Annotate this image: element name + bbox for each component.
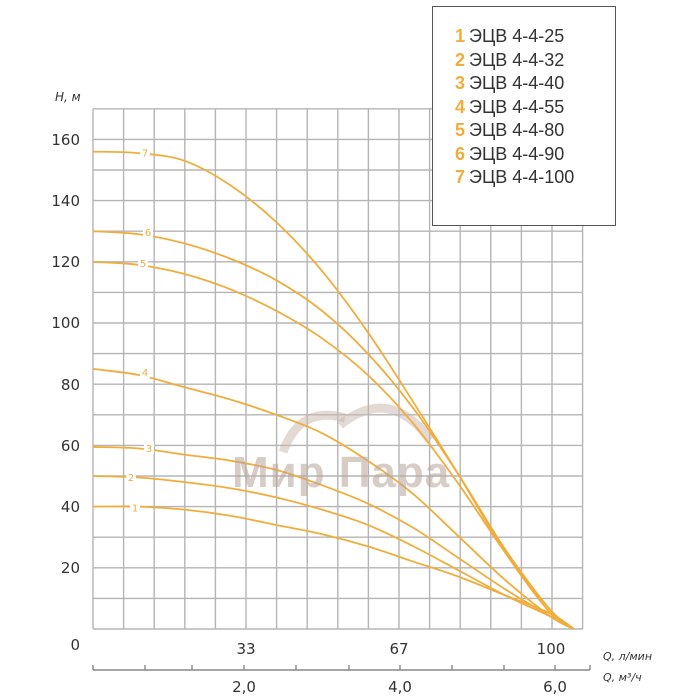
curve-label-4: 4 <box>142 368 148 379</box>
y-tick-100: 100 <box>51 314 80 332</box>
y-tick-80: 80 <box>60 376 80 394</box>
legend-item-2: 2 ЭЦВ 4-4-32 <box>455 49 565 70</box>
y-tick-60: 60 <box>60 437 80 455</box>
watermark-text: Мир Пара <box>232 448 451 497</box>
curve-label-3: 3 <box>146 444 152 455</box>
legend-item-1: 1 ЭЦВ 4-4-25 <box>455 26 565 46</box>
curve-label-6: 6 <box>145 228 151 239</box>
x-tick-2-0: 2,0 <box>232 678 256 696</box>
y-tick-40: 40 <box>60 498 80 516</box>
y-tick-0: 0 <box>70 636 80 654</box>
x-tick-4-0: 4,0 <box>388 678 412 696</box>
y-tick-20: 20 <box>60 559 80 577</box>
curve-label-5: 5 <box>140 259 146 270</box>
m3h-axis <box>92 665 591 671</box>
curve-label-2: 2 <box>128 473 134 484</box>
curve-4 <box>92 368 575 630</box>
legend-item-6: 6 ЭЦВ 4-4-90 <box>455 143 565 164</box>
curve-6 <box>92 230 575 630</box>
x-tick-6-0: 6,0 <box>543 678 567 696</box>
legend-item-4: 4 ЭЦВ 4-4-55 <box>455 96 565 117</box>
x-axis-title-lpm: Q, л/мин <box>603 650 653 663</box>
legend-item-5: 5 ЭЦВ 4-4-80 <box>455 120 565 140</box>
y-tick-160: 160 <box>51 131 80 149</box>
curve-3 <box>92 446 575 630</box>
x-tick-100: 100 <box>536 640 566 658</box>
legend-item-3: 3 ЭЦВ 4-4-40 <box>455 73 565 93</box>
y-tick-120: 120 <box>51 253 80 271</box>
curve-label-7: 7 <box>142 149 148 160</box>
y-tick-140: 140 <box>51 192 80 210</box>
curve-label-1: 1 <box>132 504 138 515</box>
x-tick-33: 33 <box>236 640 256 658</box>
legend-item-7: 7 ЭЦВ 4-4-100 <box>455 167 575 187</box>
curve-7 <box>92 150 575 630</box>
y-axis-title: H, м <box>55 90 81 104</box>
curve-2 <box>92 475 575 630</box>
x-axis-title-m3h: Q, м³/ч <box>603 671 642 684</box>
x-tick-67: 67 <box>389 640 409 658</box>
pump-curves: 1 2 3 4 5 6 7 <box>92 145 575 630</box>
watermark-logo-icon <box>278 403 434 454</box>
chart-legend: 1 ЭЦВ 4-4-25 2 ЭЦВ 4-4-32 3 ЭЦВ 4-4-40 4 ЭЦВ… <box>432 6 616 226</box>
